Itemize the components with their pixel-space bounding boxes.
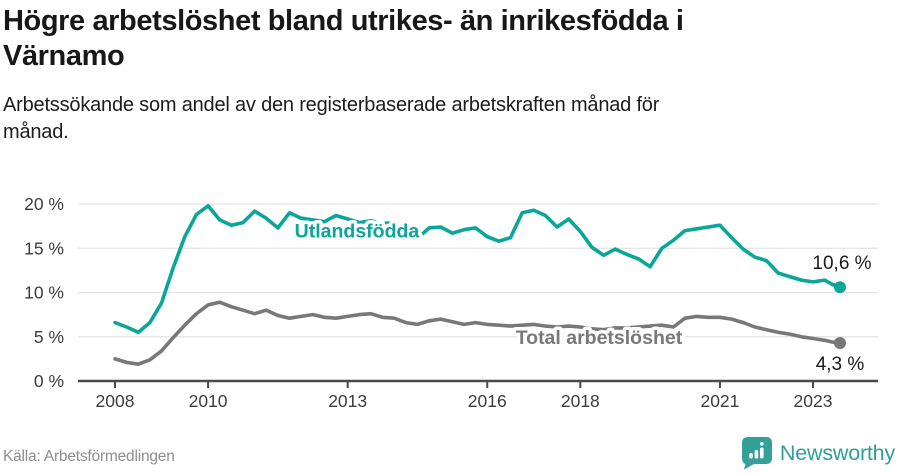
total-arbetsloshet-label: Total arbetslöshet <box>516 327 683 349</box>
total-arbetsloshet-line <box>113 300 842 366</box>
x-tick-label: 2008 <box>96 391 135 411</box>
utlandsfodda-end-value-label: 10,6 % <box>812 253 871 274</box>
x-tick-label: 2010 <box>189 391 228 411</box>
utlandsfodda-line <box>113 203 842 335</box>
chart-footer: Källa: Arbetsförmedlingen Newsworthy <box>0 434 900 474</box>
y-tick-label: 15 % <box>24 238 64 258</box>
total-arbetsloshet-endpoint-dot <box>834 336 846 349</box>
chart-svg: 0 % 5 % 10 % 15 % 20 % 2008 2010 2013 2016 2018 20… <box>24 194 878 411</box>
y-tick-label: 20 % <box>24 194 64 214</box>
source-note: Källa: Arbetsförmedlingen <box>3 448 175 465</box>
chart-subtitle: Arbetssökande som andel av den registerb… <box>3 92 843 145</box>
page-title-line1: Högre arbetslöshet bland utrikes- än inr… <box>3 5 684 37</box>
newsworthy-logo[interactable]: Newsworthy <box>741 437 895 470</box>
newsworthy-bars-pin-icon <box>741 437 772 470</box>
x-tick-label: 2018 <box>561 391 600 411</box>
y-tick-label: 10 % <box>24 283 64 303</box>
utlandsfodda-label: Utlandsfödda <box>295 221 420 243</box>
x-tick-label: 2021 <box>700 391 739 411</box>
page-title-line2: Värnamo <box>3 40 125 73</box>
newsworthy-wordmark: Newsworthy <box>779 441 895 465</box>
total-arbetsloshet-end-value-label: 4,3 % <box>816 354 865 375</box>
y-tick-label: 0 % <box>34 371 64 391</box>
x-tick-label: 2013 <box>328 391 367 411</box>
chart-subtitle-line1: Arbetssökande som andel av den registerb… <box>3 94 660 116</box>
page-title: Högre arbetslöshet bland utrikes- än inr… <box>3 4 873 75</box>
utlandsfodda-endpoint-dot <box>834 281 846 294</box>
y-tick-label: 5 % <box>34 327 64 347</box>
chart-subtitle-line2: månad. <box>3 120 69 143</box>
x-tick-label: 2023 <box>794 391 833 411</box>
x-tick-label: 2016 <box>468 391 507 411</box>
